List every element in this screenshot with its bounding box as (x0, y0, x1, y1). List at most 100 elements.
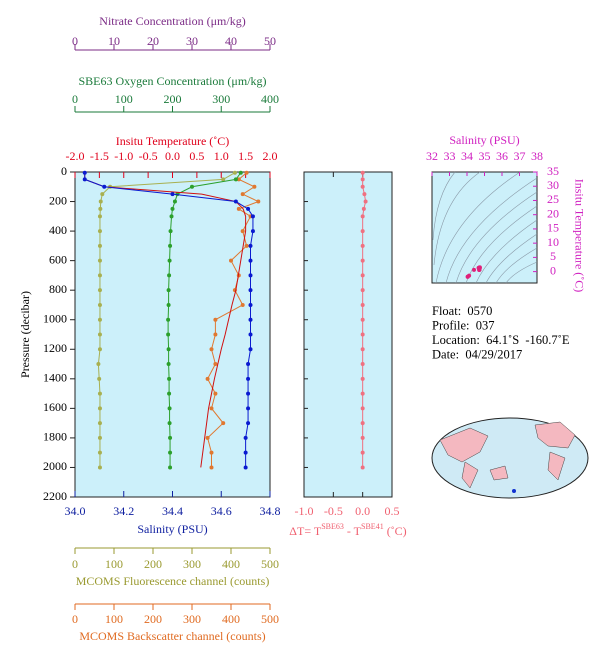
profile-point (172, 199, 177, 204)
profile-point (97, 258, 102, 263)
diff-point (360, 435, 365, 440)
profile-point (170, 192, 175, 197)
x-axis-title: Insitu Temperature (˚C) (116, 134, 230, 148)
profile-point (168, 450, 173, 455)
ts-y-tick-label: 15 (547, 221, 559, 235)
profile-point (246, 406, 251, 411)
profile-point (233, 177, 238, 182)
x-tick-label: 400 (222, 557, 240, 571)
x-tick-label: 30 (186, 34, 198, 48)
diff-point (360, 391, 365, 396)
profile-point (205, 435, 210, 440)
profile-point (205, 376, 210, 381)
diff-point (360, 170, 365, 175)
profile-point (102, 184, 107, 189)
x-tick-label: 100 (105, 557, 123, 571)
profile-point (232, 170, 237, 175)
profile-point (221, 421, 226, 426)
x-tick-label: 34.6 (211, 504, 232, 518)
diff-point (360, 332, 365, 337)
ts-x-tick-label: 37 (514, 149, 526, 163)
profile-point (82, 170, 87, 175)
ts-x-tick-label: 33 (444, 149, 456, 163)
x-tick-label: 500 (261, 557, 279, 571)
profile-point (169, 214, 174, 219)
profile-point (97, 332, 102, 337)
x-tick-label: 300 (212, 92, 230, 106)
profile-point (166, 288, 171, 293)
ts-x-tick-label: 36 (496, 149, 508, 163)
ts-point (467, 273, 472, 278)
x-axis-title: MCOMS Fluorescence channel (counts) (76, 574, 270, 588)
profile-point (96, 362, 101, 367)
profile-point (97, 229, 102, 234)
profile-point (246, 421, 251, 426)
profile-point (248, 273, 253, 278)
ts-y-title: Insitu Temperature (˚C) (572, 179, 586, 293)
x-tick-label: 100 (105, 612, 123, 626)
y-tick-label: 1200 (43, 341, 67, 355)
ts-point (472, 267, 476, 272)
profile-point (166, 332, 171, 337)
profile-point (166, 302, 171, 307)
profile-point (97, 243, 102, 248)
x-tick-label: 0 (72, 34, 78, 48)
profile-point (209, 347, 214, 352)
y-axis-title: Pressure (decibar) (18, 291, 32, 378)
profile-point (170, 206, 175, 211)
profile-point (240, 192, 245, 197)
profile-point (244, 243, 249, 248)
x-tick-label: 400 (222, 612, 240, 626)
diff-x-tick-label: 0.0 (355, 504, 370, 518)
profile-point (166, 317, 171, 322)
profile-point (168, 243, 173, 248)
profile-point (97, 406, 102, 411)
profile-point (244, 170, 249, 175)
ts-point (477, 267, 482, 272)
profile-point (168, 229, 173, 234)
x-tick-label: 2.0 (263, 149, 278, 163)
x-tick-label: 34.0 (65, 504, 86, 518)
x-axis-title: Salinity (PSU) (137, 522, 207, 536)
profile-point (209, 406, 214, 411)
profile-point (248, 317, 253, 322)
profile-point (243, 465, 248, 470)
profile-point (97, 288, 102, 293)
x-tick-label: 400 (261, 92, 279, 106)
profile-point (246, 376, 251, 381)
ts-y-tick-label: 5 (550, 249, 556, 263)
ts-x-tick-label: 35 (479, 149, 491, 163)
diff-title-part: SBE41 (361, 522, 384, 531)
diff-point (360, 243, 365, 248)
x-tick-label: -1.0 (114, 149, 133, 163)
y-tick-label: 200 (49, 193, 67, 207)
x-tick-label: 300 (183, 612, 201, 626)
profile-point (100, 192, 105, 197)
profile-point (166, 347, 171, 352)
x-tick-label: 40 (225, 34, 237, 48)
profile-point (252, 184, 257, 189)
profile-point (246, 362, 251, 367)
ts-y-tick-label: 25 (547, 192, 559, 206)
profile-point (167, 406, 172, 411)
x-tick-label: -0.5 (139, 149, 158, 163)
profile-point (168, 435, 173, 440)
diff-x-tick-label: -1.0 (295, 504, 314, 518)
info-line: Location: 64.1˚S -160.7˚E (432, 333, 570, 347)
diff-point (360, 421, 365, 426)
profile-point (236, 206, 241, 211)
x-tick-label: 0.5 (189, 149, 204, 163)
diff-title-part: - T (344, 524, 362, 538)
x-tick-label: 0.0 (165, 149, 180, 163)
ts-x-tick-label: 32 (426, 149, 438, 163)
diff-title-part: ΔT= T (289, 524, 322, 538)
profile-point (167, 258, 172, 263)
main-plot-area (74, 171, 271, 498)
profile-point (246, 391, 251, 396)
x-tick-label: -1.5 (90, 149, 109, 163)
y-tick-label: 1000 (43, 311, 67, 325)
x-tick-label: 0 (72, 557, 78, 571)
profile-point (166, 362, 171, 367)
